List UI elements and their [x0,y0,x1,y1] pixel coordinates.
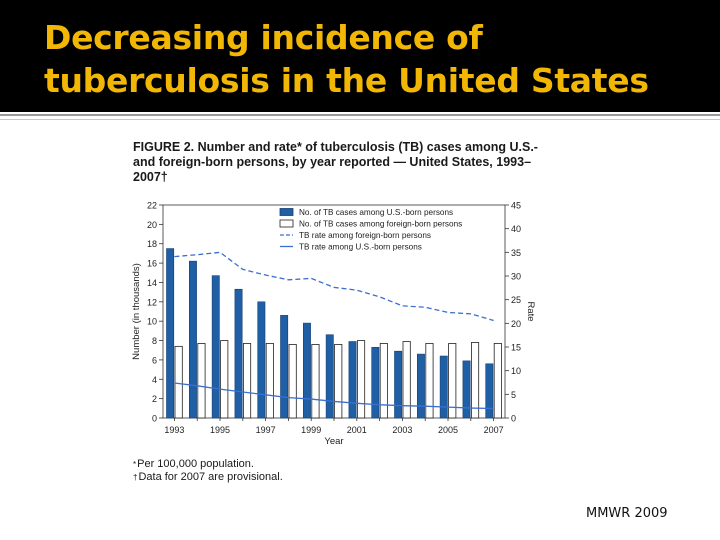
bar-foreign-born [402,341,411,419]
bar-foreign-born [425,343,434,419]
bar-foreign-born [288,344,297,419]
y-right-tick-label: 30 [511,272,521,282]
divider-line [0,114,720,116]
y-left-tick-label: 2 [152,394,157,404]
bar-us-born [325,334,334,419]
bar-foreign-born [334,344,343,419]
bar-us-born [485,363,494,419]
footnote-rate: *Per 100,000 population. [133,458,254,471]
bar-us-born [371,347,380,419]
bar-us-born [462,360,471,419]
y-left-tick-label: 18 [147,239,157,249]
footnote-provisional: †Data for 2007 are provisional. [133,471,283,484]
bar-foreign-born [174,345,183,419]
bar-foreign-born [493,343,502,419]
figure-caption: FIGURE 2. Number and rate* of tuberculos… [133,140,538,185]
figure-caption-text: Number and rate* of tuberculosis (TB) ca… [133,140,538,184]
y-left-tick-label: 0 [152,414,157,424]
y-left-tick-label: 12 [147,297,157,307]
legend-label: No. of TB cases among U.S.-born persons [299,208,453,217]
y-left-tick-label: 22 [147,201,157,211]
bar-us-born [439,355,448,419]
legend-swatch [279,208,294,216]
bar-us-born [234,288,243,419]
y-left-tick-label: 10 [147,317,157,327]
bar-us-born [416,353,425,419]
bar-foreign-born [265,343,274,419]
y-right-tick-label: 20 [511,319,521,329]
bar-us-born [189,260,197,419]
x-tick-label: 2005 [438,425,458,435]
bar-foreign-born [197,343,206,419]
line-us-born-rate [174,382,494,410]
title-band [0,0,720,112]
bar-foreign-born [356,340,366,419]
y-left-tick-label: 8 [152,336,157,346]
y-left-tick-label: 20 [147,220,157,230]
bar-us-born [257,301,266,419]
y-left-tick-label: 4 [152,375,157,385]
bar-foreign-born [379,343,388,419]
bar-foreign-born [242,343,252,419]
x-tick-label: 1995 [210,425,230,435]
legend-swatch [279,219,294,228]
y-right-tick-label: 15 [511,343,521,353]
bar-us-born [166,248,175,419]
bar-foreign-born [448,343,457,419]
x-tick-label: 1993 [164,425,184,435]
x-tick-label: 1999 [301,425,321,435]
footnote-text: Data for 2007 are provisional. [138,471,283,483]
y-right-tick-label: 40 [511,224,521,234]
x-tick-label: 1997 [256,425,276,435]
y-right-tick-label: 0 [511,414,516,424]
bar-us-born [394,350,403,419]
legend-label: TB rate among foreign-born persons [299,231,431,240]
footnote-text: Per 100,000 population. [137,458,254,470]
bar-foreign-born [311,344,320,419]
divider-line-thin [0,119,720,120]
y-right-tick-label: 35 [511,248,521,258]
y-right-axis-label: Rate [525,301,536,321]
x-tick-label: 2001 [347,425,367,435]
y-right-tick-label: 45 [511,201,521,211]
source-citation: MMWR 2009 [586,506,668,521]
figure-number: FIGURE 2. [133,140,195,154]
legend-label: TB rate among U.S.-born persons [299,243,422,252]
y-right-tick-label: 5 [511,390,516,400]
line-foreign-born-rate [174,251,494,322]
bar-us-born [211,275,220,419]
footnote-mark: * [133,460,137,469]
y-right-tick-label: 10 [511,366,521,376]
bar-us-born [302,322,311,419]
y-left-tick-label: 14 [147,278,157,288]
x-tick-label: 2007 [484,425,504,435]
bar-us-born [280,315,289,419]
y-left-tick-label: 16 [147,259,157,269]
bar-us-born [348,341,357,419]
x-tick-label: 2003 [392,425,412,435]
footnote-mark: † [133,473,138,482]
y-right-tick-label: 25 [511,295,521,305]
y-left-tick-label: 6 [152,355,157,365]
slide-title: Decreasing incidence of tuberculosis in … [44,18,649,100]
x-axis-label: Year [324,436,343,447]
bar-foreign-born [220,340,229,419]
y-left-axis-label: Number (in thousands) [131,263,142,360]
legend-label: No. of TB cases among foreign-born perso… [299,220,462,229]
bar-foreign-born [470,342,480,419]
